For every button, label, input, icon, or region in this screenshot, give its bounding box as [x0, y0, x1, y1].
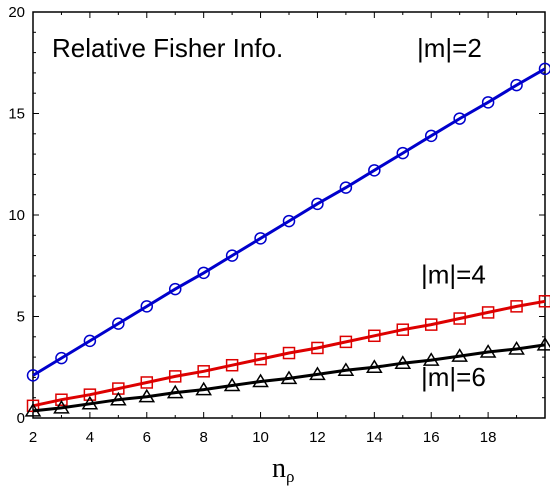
- series-label-m4: |m|=4: [421, 259, 486, 289]
- data-point-circle: [453, 112, 466, 125]
- data-point-square: [453, 312, 466, 325]
- y-tick-label: 5: [17, 309, 25, 326]
- data-point-square: [168, 370, 182, 383]
- data-point-circle: [282, 214, 296, 228]
- data-point-square: [55, 393, 68, 406]
- series-label-m2: |m|=2: [417, 33, 482, 63]
- data-point-square: [424, 318, 438, 331]
- x-tick-label: 4: [86, 429, 94, 446]
- data-point-circle: [168, 282, 182, 296]
- series-label-m6: |m|=6: [421, 362, 486, 392]
- x-axis-label: nρ: [272, 453, 294, 486]
- data-point-triangle: [109, 391, 127, 406]
- data-point-circle: [55, 351, 68, 365]
- data-point-circle: [510, 78, 523, 92]
- series-2: [26, 295, 550, 413]
- data-point-circle: [26, 369, 40, 382]
- data-point-square: [510, 300, 523, 313]
- chart-title: Relative Fisher Info.: [52, 33, 283, 63]
- data-point-circle: [424, 129, 438, 143]
- axis-ticks: 2 4 6 8 10 12 14 16 18 0 5 10 15 20: [8, 4, 545, 446]
- x-tick-label: 8: [199, 429, 207, 446]
- data-point-circle: [112, 317, 125, 330]
- data-point-circle: [339, 181, 353, 194]
- series-line: [32, 67, 546, 377]
- data-point-square: [339, 335, 353, 349]
- data-point-circle: [140, 300, 154, 313]
- x-tick-label: 14: [366, 429, 383, 446]
- data-point-square: [140, 376, 154, 389]
- data-point-triangle: [280, 370, 298, 385]
- data-point-circle: [368, 164, 381, 177]
- x-tick-label: 16: [423, 429, 440, 446]
- data-point-square: [83, 388, 97, 401]
- series-layer: [24, 62, 550, 417]
- data-point-triangle: [138, 388, 156, 403]
- data-point-square: [254, 352, 267, 366]
- data-point-circle: [538, 62, 550, 76]
- data-point-circle: [311, 197, 324, 211]
- data-point-circle: [481, 96, 495, 109]
- series-line: [32, 299, 546, 408]
- data-point-square: [311, 341, 324, 355]
- data-point-triangle: [394, 355, 412, 369]
- data-point-circle: [254, 232, 267, 245]
- y-tick-label: 20: [8, 4, 25, 21]
- x-tick-label: 10: [252, 429, 269, 446]
- data-point-triangle: [309, 366, 326, 381]
- data-point-triangle: [24, 402, 42, 417]
- data-point-square: [225, 358, 239, 372]
- data-point-triangle: [252, 373, 269, 388]
- data-point-square: [282, 346, 296, 360]
- y-tick-label: 15: [8, 106, 25, 123]
- data-point-triangle: [365, 359, 383, 373]
- data-point-triangle: [451, 348, 469, 362]
- data-point-triangle: [422, 352, 440, 366]
- data-point-square: [396, 323, 410, 336]
- data-point-circle: [83, 334, 97, 348]
- y-tick-label: 10: [8, 207, 25, 224]
- data-point-square: [481, 306, 495, 319]
- data-point-triangle: [223, 377, 241, 392]
- data-point-circle: [396, 146, 410, 160]
- data-point-triangle: [81, 395, 99, 410]
- data-point-circle: [197, 266, 210, 280]
- data-point-square: [538, 295, 550, 308]
- y-tick-label: 0: [17, 410, 25, 427]
- data-point-triangle: [536, 336, 550, 351]
- x-axis-label-subscript: ρ: [286, 467, 294, 486]
- series-line: [32, 343, 546, 413]
- data-point-triangle: [195, 381, 213, 396]
- data-point-square: [26, 399, 40, 413]
- data-point-triangle: [508, 341, 525, 355]
- series-3: [24, 336, 550, 417]
- x-tick-label: 2: [29, 429, 37, 446]
- data-point-triangle: [53, 399, 70, 414]
- data-point-triangle: [166, 384, 184, 399]
- data-point-square: [197, 365, 210, 378]
- x-tick-label: 18: [480, 429, 497, 446]
- data-point-triangle: [337, 362, 355, 377]
- data-point-square: [368, 329, 381, 343]
- data-point-circle: [225, 249, 239, 262]
- series-1: [26, 62, 550, 382]
- x-tick-label: 12: [309, 429, 326, 446]
- x-tick-label: 6: [143, 429, 151, 446]
- data-point-triangle: [479, 344, 497, 358]
